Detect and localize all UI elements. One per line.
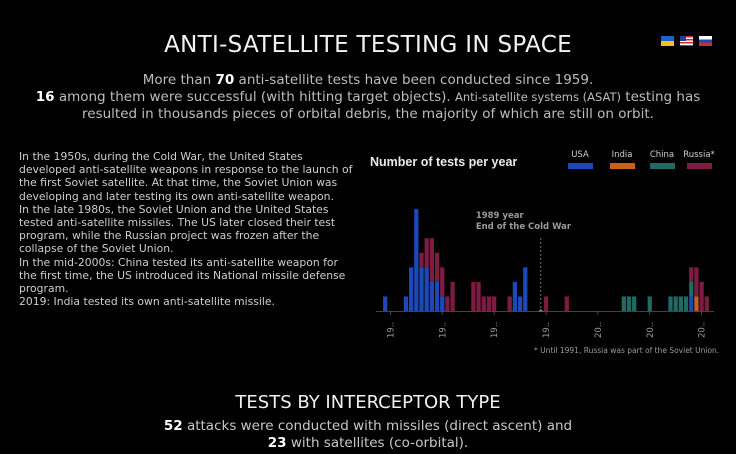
- section-summary: 52 attacks were conducted with missiles …: [0, 418, 736, 452]
- bar-russia-1969: [434, 252, 440, 282]
- section-title: TESTS BY INTERCEPTOR TYPE: [235, 392, 501, 413]
- bar-usa-1965: [414, 209, 419, 311]
- intro-line-1-b: anti-satellite tests have been conducted…: [234, 72, 594, 88]
- bar-russia-1977: [476, 281, 481, 311]
- bar-russia-1966: [419, 252, 424, 268]
- bar-usa-1968: [429, 281, 435, 311]
- section-line-2-text: with satellites (co-orbital).: [286, 435, 469, 451]
- bar-usa-1970: [440, 296, 445, 311]
- bar-usa-1985: [517, 296, 523, 311]
- bar-usa-1966: [419, 267, 424, 311]
- bar-china-2016: [678, 296, 684, 311]
- history-paragraph-2019: 2019: India tested its own anti-satellit…: [19, 295, 275, 309]
- history-paragraph-1950s: In the 1950s, during the Cold War, the U…: [19, 150, 353, 203]
- x-axis: 19.. 19.. 19.. 19.. 20.. 20.. 20..: [376, 311, 714, 338]
- history-paragraph-2000s: In the mid-2000s: China tested its anti-…: [19, 255, 346, 296]
- bar-china-2018: [689, 281, 694, 297]
- successful-tests-count: 16: [35, 89, 55, 105]
- section-line-1-text: attacks were conducted with missiles (di…: [182, 418, 573, 434]
- language-switcher: [661, 36, 712, 46]
- bar-usa-2018: [689, 296, 694, 311]
- bar-usa-1967: [424, 267, 429, 311]
- legend-label-china: China: [650, 150, 674, 160]
- ukraine-flag-icon[interactable]: [661, 36, 674, 46]
- intro-line-1-a: More than: [142, 72, 216, 88]
- history-paragraph-1980s: In the late 1980s, the Soviet Union and …: [19, 202, 336, 256]
- bar-russia-1990: [543, 296, 549, 311]
- bar-russia-1994: [564, 296, 569, 311]
- chart-title: Number of tests per year: [370, 155, 517, 169]
- bar-russia-2018: [689, 267, 694, 282]
- bar-russia-1968: [429, 238, 435, 282]
- x-tick-label-6: 20..: [646, 322, 656, 338]
- bar-india-2019: [694, 296, 699, 311]
- annotation-year: 1989 year: [476, 211, 525, 221]
- annotation-label: End of the Cold War: [476, 222, 572, 232]
- bar-china-2010: [647, 296, 652, 311]
- bar-china-2007: [632, 296, 637, 311]
- section-line-1: 52 attacks were conducted with missiles …: [0, 418, 736, 435]
- x-tick-label-4: 19..: [542, 322, 552, 338]
- bar-russia-1970: [440, 267, 445, 297]
- missile-attacks-count: 52: [163, 418, 183, 434]
- intro-line-3: resulted in thousands pieces of orbital …: [82, 106, 654, 122]
- intro-line-1: More than 70 anti-satellite tests have b…: [20, 72, 716, 89]
- bar-china-2014: [668, 296, 673, 311]
- chart-bars: [383, 209, 709, 311]
- bar-russia-2020: [699, 281, 704, 311]
- legend-swatch-china: [650, 163, 675, 169]
- bar-russia-1976: [471, 281, 476, 311]
- intro-line-2-b: testing has: [621, 89, 701, 105]
- bar-russia-1971: [445, 296, 450, 311]
- x-tick-label-7: 20..: [698, 322, 708, 338]
- legend-label-india: India: [612, 150, 633, 160]
- intro-line-2-small: Anti-satellite systems (ASAT): [454, 90, 621, 104]
- bar-usa-1959: [383, 296, 388, 311]
- russia-flag-icon[interactable]: [699, 36, 712, 46]
- bar-russia-2019: [694, 267, 699, 297]
- x-tick-label-3: 19..: [490, 322, 500, 338]
- total-tests-count: 70: [215, 72, 235, 88]
- tests-per-year-chart: Number of tests per year USA India China Ru…: [370, 150, 715, 338]
- bar-russia-2021: [704, 296, 709, 311]
- usa-flag-icon[interactable]: [680, 36, 693, 46]
- legend-swatch-usa: [568, 163, 593, 169]
- bar-usa-1986: [523, 267, 528, 311]
- legend-label-russia: Russia*: [683, 150, 715, 160]
- bar-usa-1984: [512, 281, 518, 311]
- legend-swatch-russia: [687, 163, 712, 169]
- bar-russia-1978: [481, 296, 486, 311]
- bar-russia-1967: [424, 238, 429, 268]
- x-tick-label-1: 19..: [386, 322, 396, 338]
- bar-usa-1964: [408, 267, 414, 311]
- chart-legend: USA India China Russia*: [568, 150, 715, 169]
- bar-china-2006: [626, 296, 632, 311]
- bar-china-2005: [621, 296, 626, 311]
- bar-china-2015: [673, 296, 678, 311]
- history-text: In the 1950s, during the Cold War, the U…: [19, 150, 354, 308]
- page-title: ANTI-SATELLITE TESTING IN SPACE: [164, 32, 572, 58]
- section-line-2: 23 with satellites (co-orbital).: [0, 435, 736, 452]
- bar-russia-1980: [491, 296, 497, 311]
- chart-footnote: * Until 1991, Russia was part of the Sov…: [534, 346, 720, 355]
- bar-russia-1979: [486, 296, 492, 311]
- intro-text: More than 70 anti-satellite tests have b…: [20, 72, 716, 123]
- intro-line-2-a: among them were successful (with hitting…: [54, 89, 455, 105]
- bar-usa-1969: [434, 281, 440, 311]
- x-tick-label-2: 19..: [438, 322, 448, 338]
- bar-russia-1983: [507, 296, 512, 311]
- bar-russia-1972: [450, 281, 455, 311]
- legend-label-usa: USA: [571, 150, 589, 160]
- legend-swatch-india: [610, 163, 635, 169]
- bar-china-2017: [683, 296, 689, 311]
- x-tick-label-5: 20..: [594, 322, 604, 338]
- satellite-attacks-count: 23: [267, 435, 287, 451]
- bar-usa-1963: [403, 296, 409, 311]
- intro-line-2: 16 among them were successful (with hitt…: [20, 89, 716, 106]
